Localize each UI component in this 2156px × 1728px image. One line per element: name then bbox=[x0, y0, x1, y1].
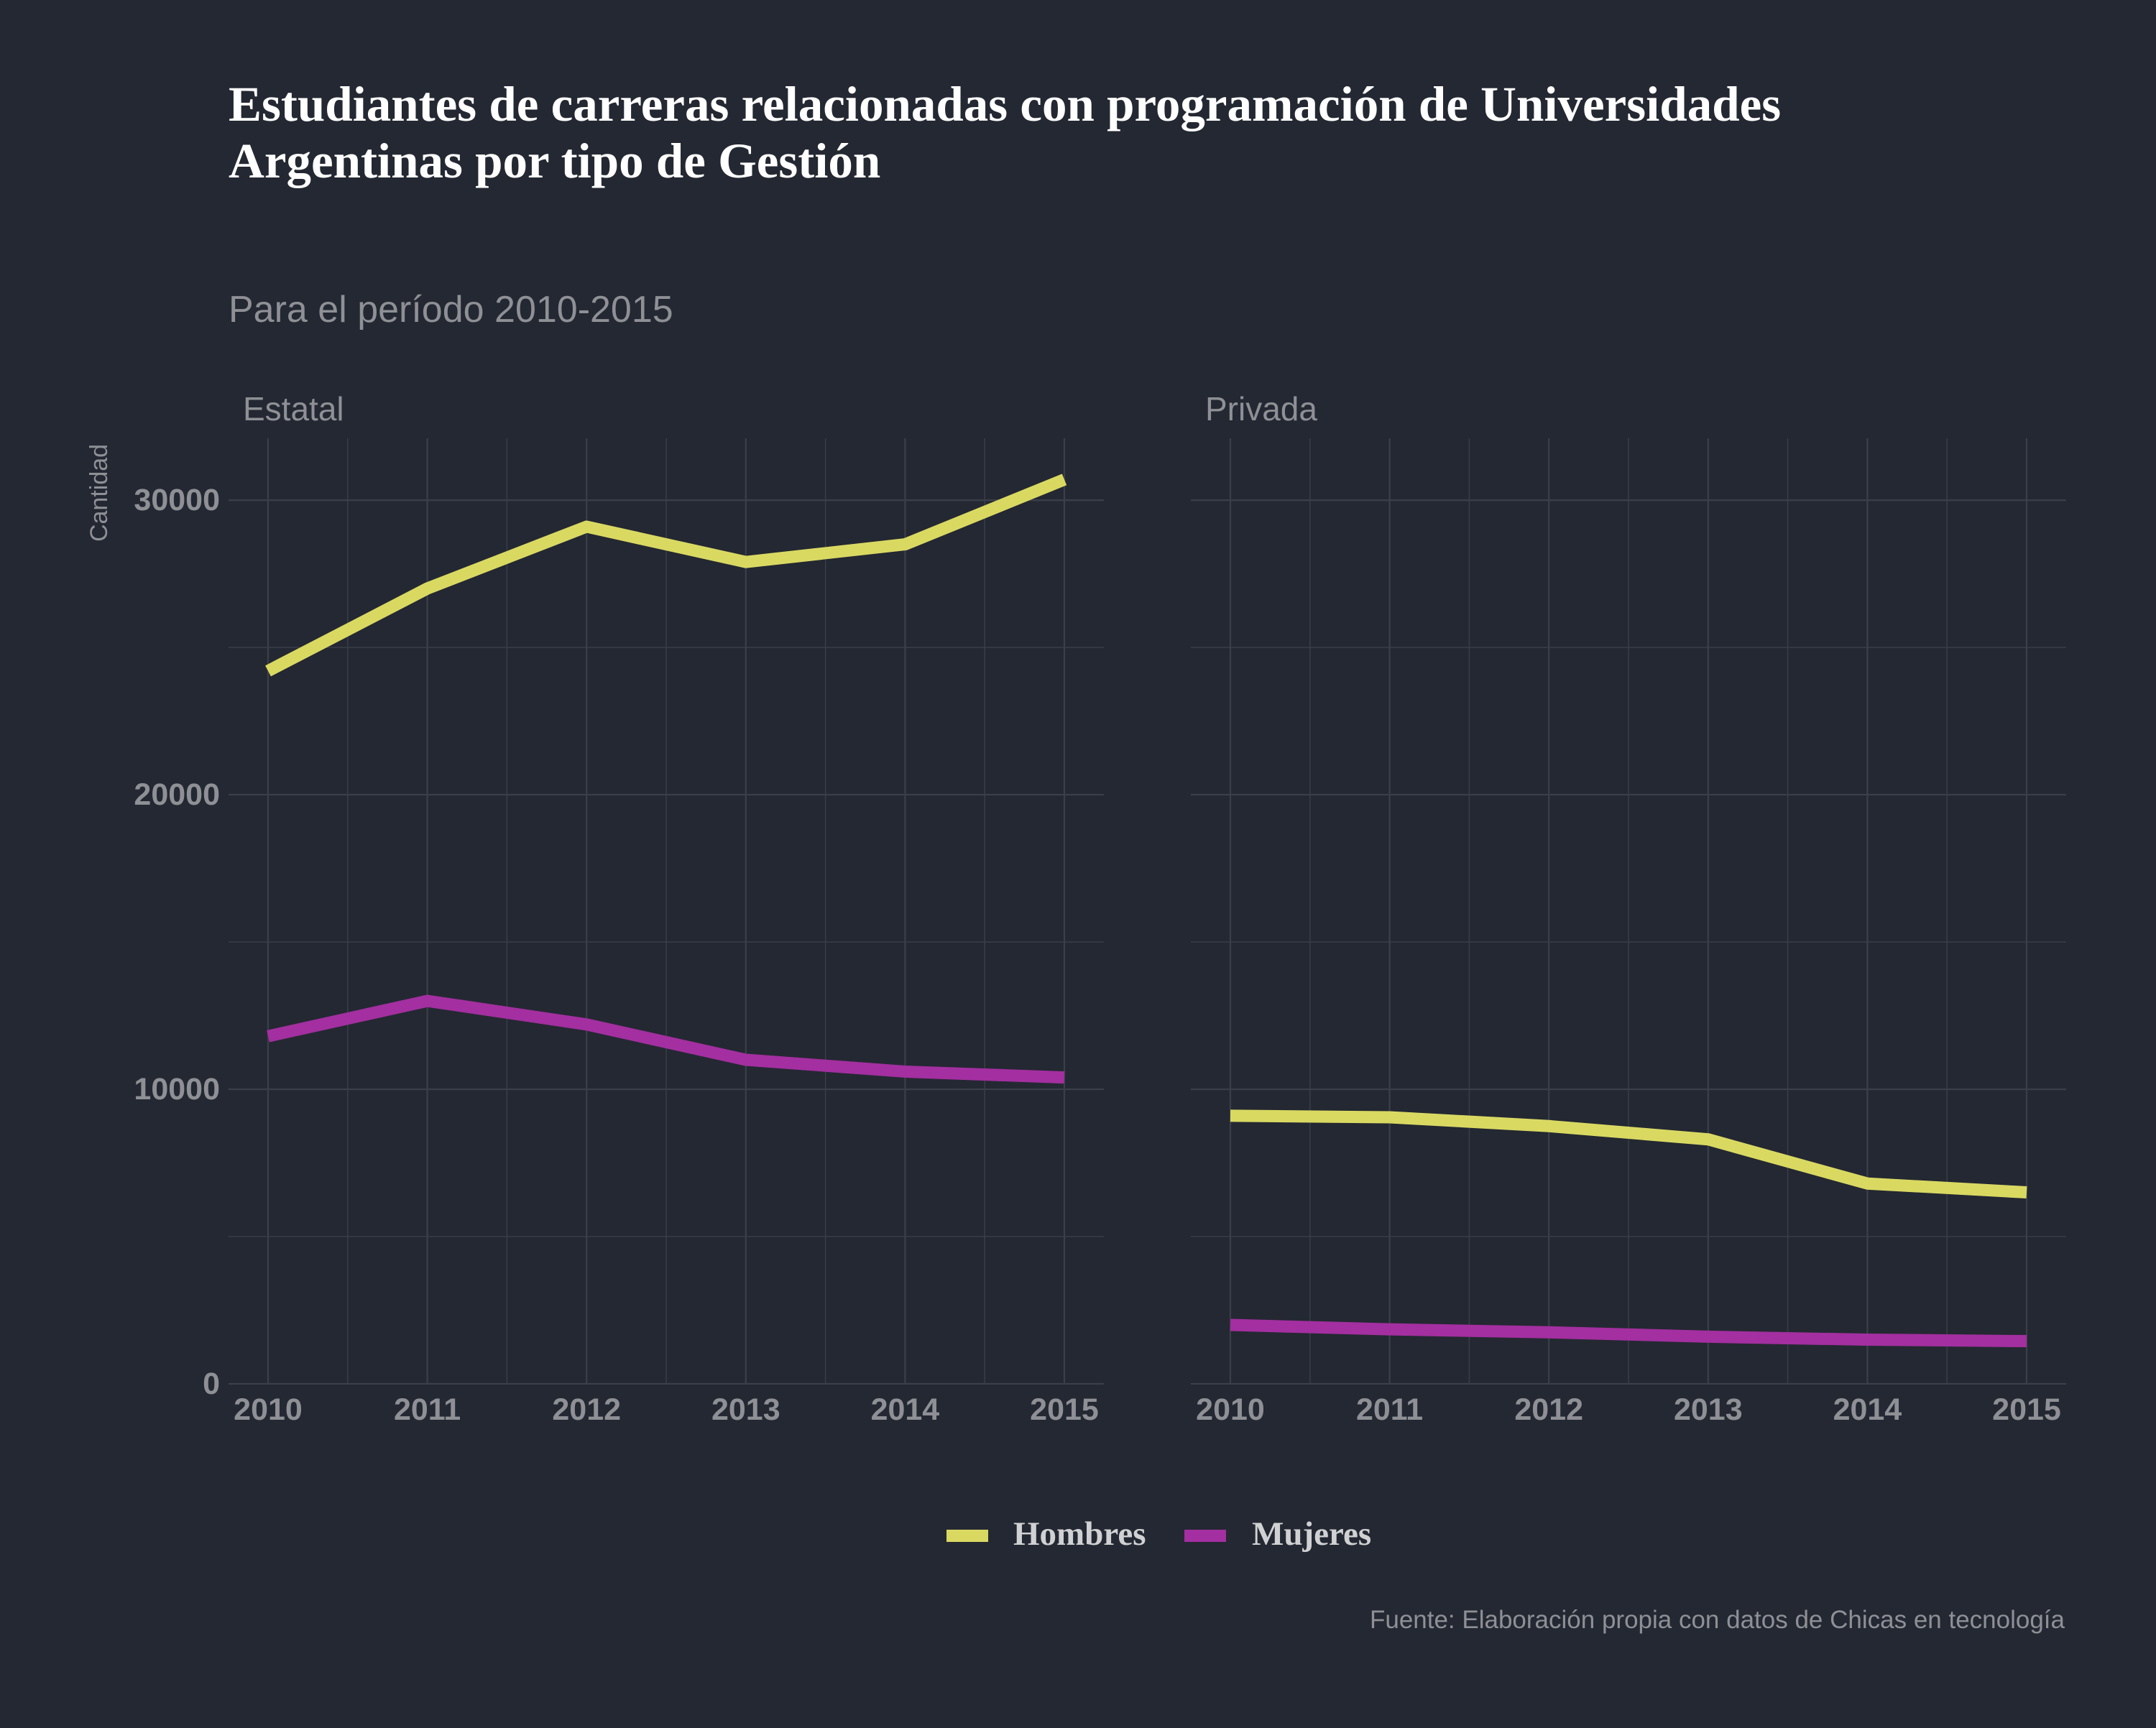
y-tick-label: 0 bbox=[203, 1367, 220, 1401]
x-tick-label: 2015 bbox=[1030, 1392, 1099, 1427]
x-tick-label: 2013 bbox=[1674, 1392, 1743, 1427]
x-tick-label: 2014 bbox=[1833, 1392, 1902, 1427]
legend-label-mujeres: Mujeres bbox=[1252, 1515, 1371, 1553]
series-line-estatal-mujeres bbox=[267, 994, 1065, 1084]
x-tick-label: 2012 bbox=[552, 1392, 621, 1427]
y-tick-label: 30000 bbox=[134, 483, 220, 517]
series-line-privada-hombres bbox=[1230, 1109, 2027, 1199]
panel-estatal: Estatal 0 10000 20000 30000 2010 2011 2012 2013 2… bbox=[134, 390, 1104, 1427]
x-tick-label: 2010 bbox=[1196, 1392, 1265, 1427]
y-tick-label: 10000 bbox=[134, 1072, 220, 1106]
x-tick-label: 2013 bbox=[711, 1392, 780, 1427]
legend-label-hombres: Hombres bbox=[1013, 1515, 1146, 1553]
panel-privada: Privada 2010 2011 2012 2013 2014 2015 bbox=[1191, 390, 2066, 1427]
x-tick-label: 2012 bbox=[1514, 1392, 1583, 1427]
chart-title-line-1: Estudiantes de carreras relacionadas con… bbox=[229, 77, 1781, 131]
legend-swatch-hombres bbox=[946, 1530, 988, 1542]
chart-title-line-2: Argentinas por tipo de Gestión bbox=[229, 134, 880, 188]
chart-subtitle: Para el período 2010-2015 bbox=[229, 289, 673, 331]
x-tick-label: 2015 bbox=[1992, 1392, 2061, 1427]
y-axis-label: Cantidad bbox=[86, 444, 113, 542]
panels: Estatal 0 10000 20000 30000 2010 2011 2012 2013 2… bbox=[134, 390, 2066, 1427]
legend-swatch-mujeres bbox=[1184, 1530, 1226, 1542]
panel-title-privada: Privada bbox=[1205, 390, 1317, 428]
x-tick-label: 2010 bbox=[234, 1392, 303, 1427]
x-tick-label: 2011 bbox=[394, 1392, 461, 1427]
legend: Hombres Mujeres bbox=[946, 1515, 1371, 1553]
series-line-privada-mujeres bbox=[1230, 1318, 2027, 1348]
x-tick-label: 2011 bbox=[1356, 1392, 1423, 1427]
y-tick-label: 20000 bbox=[134, 777, 220, 812]
chart-caption: Fuente: Elaboración propia con datos de … bbox=[1370, 1606, 2065, 1634]
x-tick-label: 2014 bbox=[871, 1392, 940, 1427]
series-line-estatal-hombres bbox=[265, 473, 1067, 677]
panel-title-estatal: Estatal bbox=[243, 390, 344, 428]
